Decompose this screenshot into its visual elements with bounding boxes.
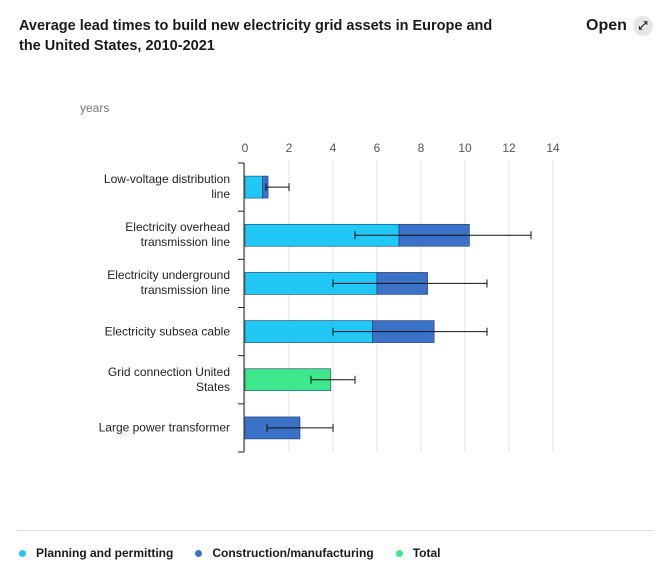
legend-label: Construction/manufacturing	[212, 546, 374, 560]
legend-swatch	[19, 549, 26, 557]
x-tick-label: 0	[242, 141, 249, 155]
open-button[interactable]: Open ⤢	[586, 16, 653, 36]
legend-item: Construction/manufacturing	[195, 546, 374, 560]
category-label: Electricity overhead transmission line	[125, 220, 230, 250]
legend-label: Total	[412, 546, 441, 560]
legend-item: Total	[395, 546, 441, 560]
chart-title: Average lead times to build new electric…	[19, 18, 493, 54]
error-bar	[265, 183, 290, 192]
category-label: Electricity subsea cable	[104, 324, 230, 339]
separator	[17, 530, 654, 531]
x-tick-label: 10	[458, 141, 472, 155]
category-label: Large power transformer	[98, 420, 230, 435]
category-label: Electricity underground transmission lin…	[107, 268, 230, 298]
x-tick-label: 4	[330, 141, 337, 155]
x-tick-label: 12	[502, 141, 516, 155]
legend: Planning and permitting Construction/manu…	[19, 546, 440, 560]
error-bar	[266, 423, 334, 432]
x-tick-label: 8	[418, 141, 425, 155]
x-tick-label: 14	[546, 141, 560, 155]
bar-segment	[244, 175, 263, 199]
x-tick-label: 6	[374, 141, 381, 155]
legend-swatch	[195, 549, 203, 557]
error-bar	[354, 231, 532, 240]
category-label: Grid connection United States	[107, 364, 230, 394]
error-bar	[332, 279, 488, 288]
category-label: Low-voltage distribution line	[103, 172, 230, 202]
open-label[interactable]: Open	[586, 17, 627, 34]
legend-swatch	[395, 549, 403, 557]
x-tick-label: 2	[286, 141, 293, 155]
legend-item: Planning and permitting	[19, 546, 173, 560]
axis-unit: years	[80, 101, 110, 115]
legend-label: Planning and permitting	[36, 546, 174, 560]
open-icon[interactable]: ⤢	[632, 16, 653, 36]
error-bar	[310, 375, 356, 384]
error-bar	[332, 327, 488, 336]
